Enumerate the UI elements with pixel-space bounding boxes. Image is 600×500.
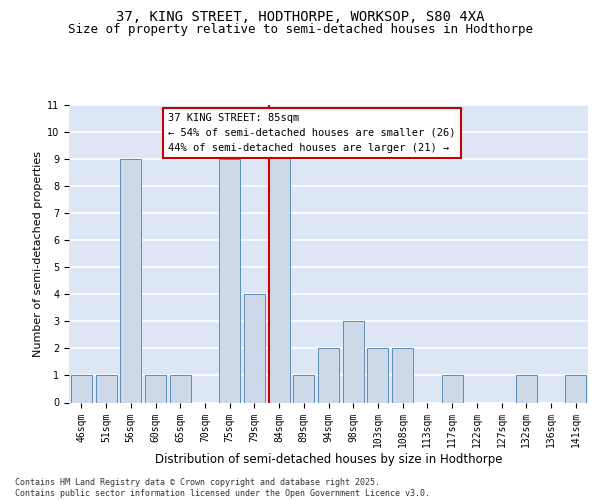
Text: 37, KING STREET, HODTHORPE, WORKSOP, S80 4XA: 37, KING STREET, HODTHORPE, WORKSOP, S80… — [116, 10, 484, 24]
Bar — [293, 376, 314, 402]
Bar — [343, 322, 364, 402]
Bar — [565, 376, 586, 402]
Bar — [516, 376, 537, 402]
Text: Size of property relative to semi-detached houses in Hodthorpe: Size of property relative to semi-detach… — [67, 22, 533, 36]
Bar — [170, 376, 191, 402]
Bar — [71, 376, 92, 402]
Text: 37 KING STREET: 85sqm
← 54% of semi-detached houses are smaller (26)
44% of semi: 37 KING STREET: 85sqm ← 54% of semi-deta… — [168, 113, 455, 152]
X-axis label: Distribution of semi-detached houses by size in Hodthorpe: Distribution of semi-detached houses by … — [155, 453, 502, 466]
Y-axis label: Number of semi-detached properties: Number of semi-detached properties — [33, 151, 43, 357]
Bar — [269, 132, 290, 402]
Bar — [244, 294, 265, 403]
Bar — [318, 348, 339, 403]
Bar — [145, 376, 166, 402]
Bar — [442, 376, 463, 402]
Bar — [367, 348, 388, 403]
Text: Contains HM Land Registry data © Crown copyright and database right 2025.
Contai: Contains HM Land Registry data © Crown c… — [15, 478, 430, 498]
Bar — [120, 159, 141, 402]
Bar — [95, 376, 116, 402]
Bar — [219, 159, 240, 402]
Bar — [392, 348, 413, 403]
